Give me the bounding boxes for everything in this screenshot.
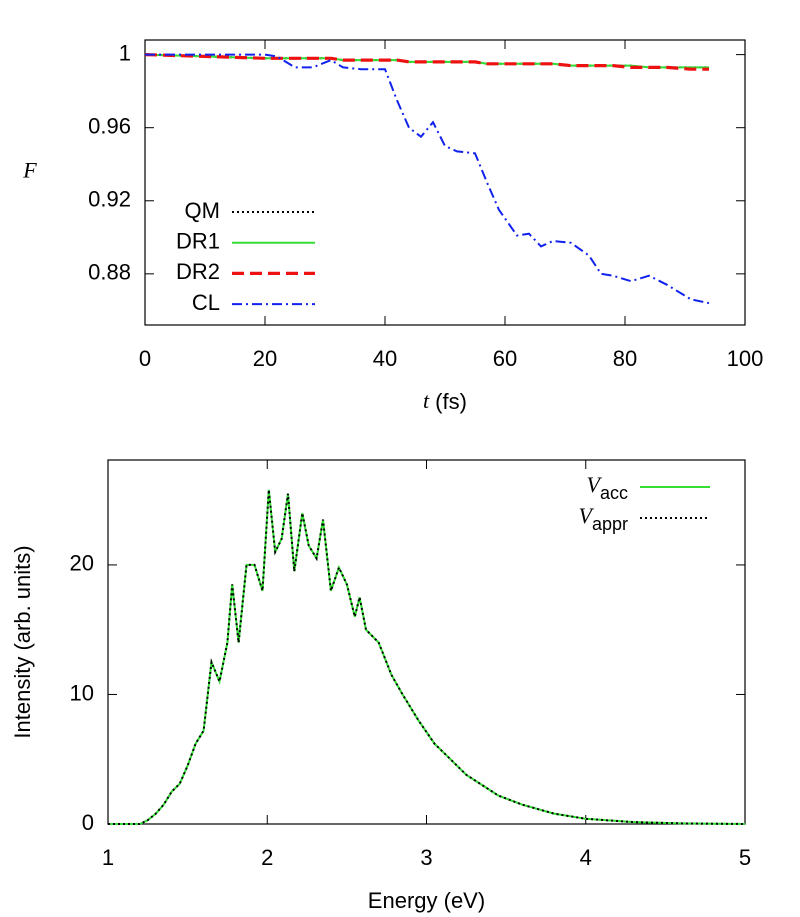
label-sub: appr — [592, 514, 628, 534]
series-line — [108, 489, 746, 825]
x-tick-label: 0 — [139, 346, 151, 371]
x-tick-label: 20 — [253, 346, 277, 371]
y-tick-label: 0.96 — [88, 114, 131, 139]
x-tick-label: 2 — [261, 845, 273, 870]
y-tick-label: 0.88 — [88, 260, 131, 285]
y-tick-label: 0 — [82, 810, 94, 835]
y-axis-label: F — [22, 158, 37, 183]
x-axis-label: Energy (eV) — [368, 888, 485, 913]
x-tick-label: 4 — [580, 845, 592, 870]
x-tick-label: 80 — [613, 346, 637, 371]
legend-label: Vappr — [579, 503, 628, 534]
plot-frame — [144, 39, 746, 326]
label-part: V — [587, 472, 603, 497]
legend-label: DR1 — [176, 229, 220, 254]
series-line — [144, 53, 709, 71]
y-tick-label: 10 — [70, 680, 94, 705]
series-line — [145, 53, 710, 305]
legend-label: QM — [185, 198, 220, 223]
y-tick-label: 1 — [119, 40, 131, 65]
y-axis-label: Intensity (arb. units) — [10, 545, 35, 738]
x-tick-label: 5 — [739, 845, 751, 870]
legend-label: Vacc — [587, 472, 628, 503]
label-part: (fs) — [435, 389, 467, 414]
series-line — [108, 489, 746, 825]
y-tick-label: 20 — [70, 551, 94, 576]
label-part: t — [423, 388, 430, 413]
y-tick-label: 0.92 — [88, 187, 131, 212]
x-tick-label: 1 — [102, 845, 114, 870]
legend-label: DR2 — [176, 259, 220, 284]
label-sub: acc — [600, 483, 628, 503]
x-axis-label: t (fs) — [423, 388, 467, 414]
x-tick-label: 40 — [373, 346, 397, 371]
x-tick-label: 60 — [493, 346, 517, 371]
x-tick-label: 100 — [727, 346, 764, 371]
plot-frame — [107, 459, 746, 825]
x-tick-label: 3 — [420, 845, 432, 870]
label-part: V — [579, 503, 595, 528]
legend-label: CL — [192, 290, 220, 315]
